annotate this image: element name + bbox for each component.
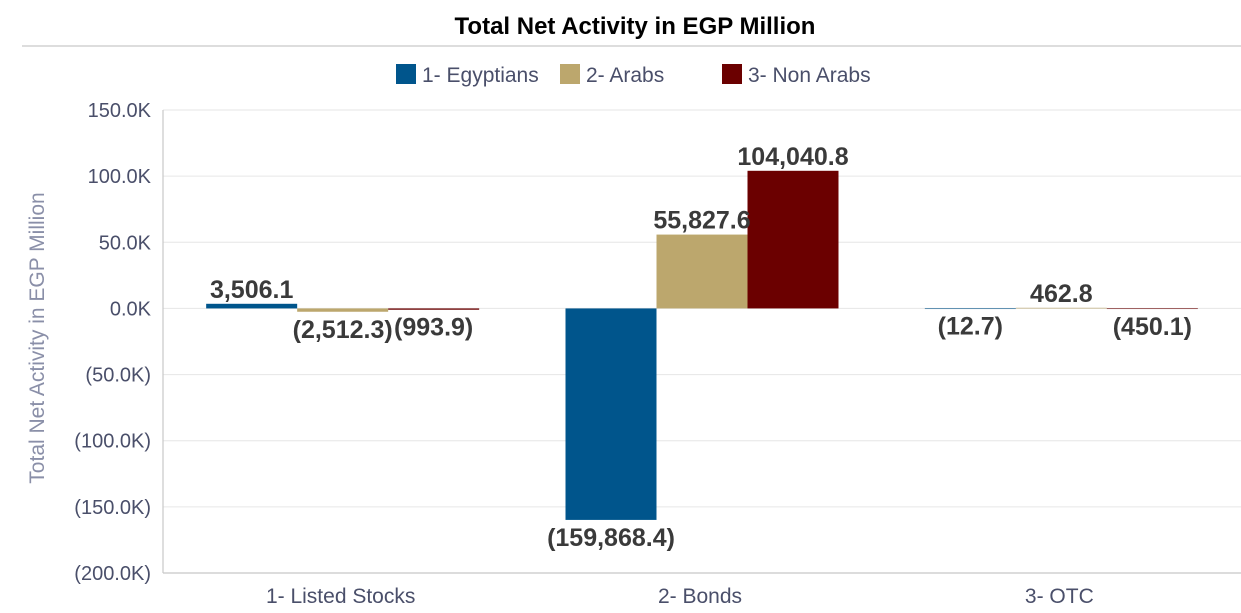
legend-swatch xyxy=(560,64,580,84)
data-label: (993.9) xyxy=(394,314,473,342)
bar xyxy=(1015,307,1107,309)
legend-label: 2- Arabs xyxy=(586,64,664,87)
data-label: 104,040.8 xyxy=(737,143,848,171)
data-label: (12.7) xyxy=(938,312,1003,340)
data-label: (2,512.3) xyxy=(293,316,393,344)
chart-title: Total Net Activity in EGP Million xyxy=(455,13,816,40)
data-label: (450.1) xyxy=(1113,313,1192,341)
bars xyxy=(206,170,1198,520)
data-labels: 3,506.1 (159,868.4) (12.7) (2,512.3) 55,827.… xyxy=(210,143,1192,552)
bar xyxy=(747,170,839,309)
y-tick-label: (150.0K) xyxy=(74,497,151,519)
y-tick-label: (50.0K) xyxy=(85,365,151,387)
bar xyxy=(656,234,748,309)
legend-label: 1- Egyptians xyxy=(422,64,539,87)
bar xyxy=(388,308,480,310)
data-label: (159,868.4) xyxy=(547,524,675,552)
data-label: 462.8 xyxy=(1030,280,1093,308)
axes xyxy=(162,110,1241,574)
y-tick-label: 100.0K xyxy=(88,166,152,188)
bar xyxy=(1106,308,1198,310)
legend: 1- Egyptians 2- Arabs 3- Non Arabs xyxy=(396,64,871,87)
data-label: 3,506.1 xyxy=(210,276,294,304)
y-tick-label: (100.0K) xyxy=(74,431,151,453)
y-tick-label: 50.0K xyxy=(99,232,152,254)
bar xyxy=(565,308,657,520)
y-axis-ticks: 150.0K 100.0K 50.0K 0.0K (50.0K) (100.0K) (150… xyxy=(74,100,151,585)
y-tick-label: 150.0K xyxy=(88,100,152,122)
x-category-label: 2- Bonds xyxy=(658,585,742,608)
x-category-label: 1- Listed Stocks xyxy=(266,585,415,608)
x-axis-categories: 1- Listed Stocks 2- Bonds 3- OTC xyxy=(266,585,1094,608)
legend-swatch xyxy=(396,64,416,84)
x-category-label: 3- OTC xyxy=(1025,585,1094,608)
legend-label: 3- Non Arabs xyxy=(748,64,871,87)
y-tick-label: 0.0K xyxy=(110,298,152,320)
bar xyxy=(924,308,1016,310)
legend-swatch xyxy=(722,64,742,84)
y-axis-title: Total Net Activity in EGP Million xyxy=(26,192,49,483)
bar xyxy=(297,308,389,312)
y-tick-label: (200.0K) xyxy=(74,563,151,585)
bar xyxy=(206,303,298,309)
data-label: 55,827.6 xyxy=(653,207,750,235)
